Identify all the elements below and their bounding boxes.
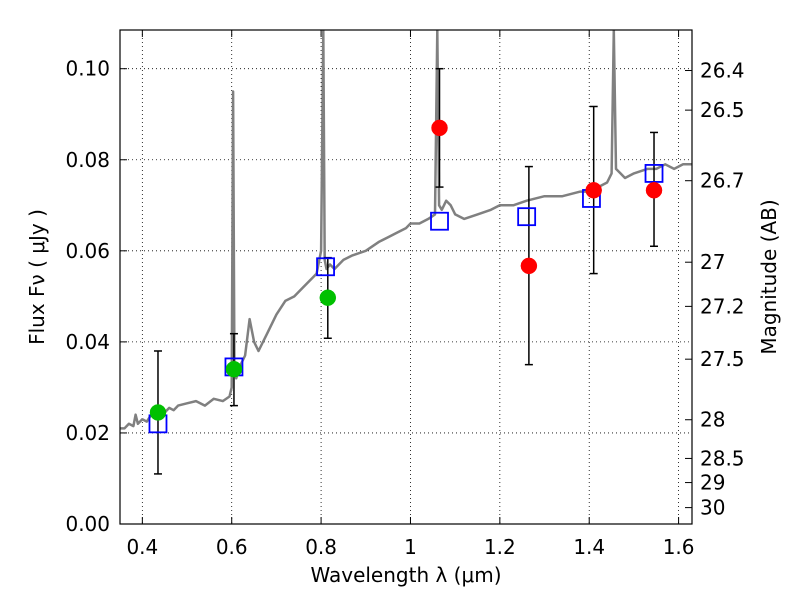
model-photometry-square — [430, 211, 449, 231]
y-tick-label: 0.02 — [65, 421, 110, 445]
magnitude-tick-label: 28.5 — [700, 446, 745, 470]
plot-frame — [119, 29, 693, 525]
y-axis-ticks: 0.00 0.02 0.04 0.06 0.08 0.10 — [65, 57, 127, 536]
x-axis-label: Wavelength λ (μm) — [310, 563, 501, 587]
observed-point — [645, 182, 663, 199]
x-axis-ticks: 0.4 0.6 0.8 1 1.2 1.4 1.6 — [126, 30, 695, 559]
observed-point — [431, 119, 448, 137]
magnitude-axis-label: Magnitude (AB) — [757, 199, 781, 354]
y-tick-label: 0.08 — [65, 148, 110, 172]
magnitude-tick-label: 27.2 — [700, 294, 745, 318]
observed-point — [149, 404, 167, 421]
y-tick-label: 0.06 — [65, 239, 110, 263]
magnitude-tick-label: 27.5 — [700, 347, 745, 371]
x-tick-label: 1.6 — [663, 535, 695, 559]
x-tick-label: 0.8 — [305, 535, 337, 559]
magnitude-tick-label: 28 — [700, 408, 725, 432]
magnitude-tick-label: 26.4 — [700, 59, 745, 83]
magnitude-tick-label: 26.5 — [700, 98, 745, 122]
y-tick-label: 0.04 — [65, 330, 110, 354]
model-photometry-square — [517, 207, 537, 227]
observed-point — [225, 360, 243, 378]
y-axis-label: Flux Fν ( μJy ) — [25, 209, 49, 345]
observed-point — [520, 257, 538, 275]
observed-point — [585, 182, 602, 199]
observed-point — [319, 289, 337, 306]
x-tick-label: 1.4 — [573, 535, 605, 559]
markers — [148, 119, 664, 434]
plot-background — [120, 30, 692, 524]
model-photometry-square — [316, 257, 335, 277]
x-tick-label: 0.6 — [216, 535, 248, 559]
magnitude-tick-label: 30 — [700, 496, 725, 520]
model-photometry-square — [644, 164, 664, 183]
magnitude-tick-label: 29 — [700, 471, 725, 495]
y-tick-label: 0.00 — [65, 512, 110, 536]
x-tick-label: 0.4 — [126, 535, 158, 559]
magnitude-tick-label: 27 — [700, 250, 725, 274]
x-tick-label: 1 — [404, 535, 417, 559]
x-tick-label: 1.2 — [484, 535, 516, 559]
y-tick-label: 0.10 — [65, 57, 110, 81]
magnitude-tick-label: 26.7 — [700, 169, 745, 193]
